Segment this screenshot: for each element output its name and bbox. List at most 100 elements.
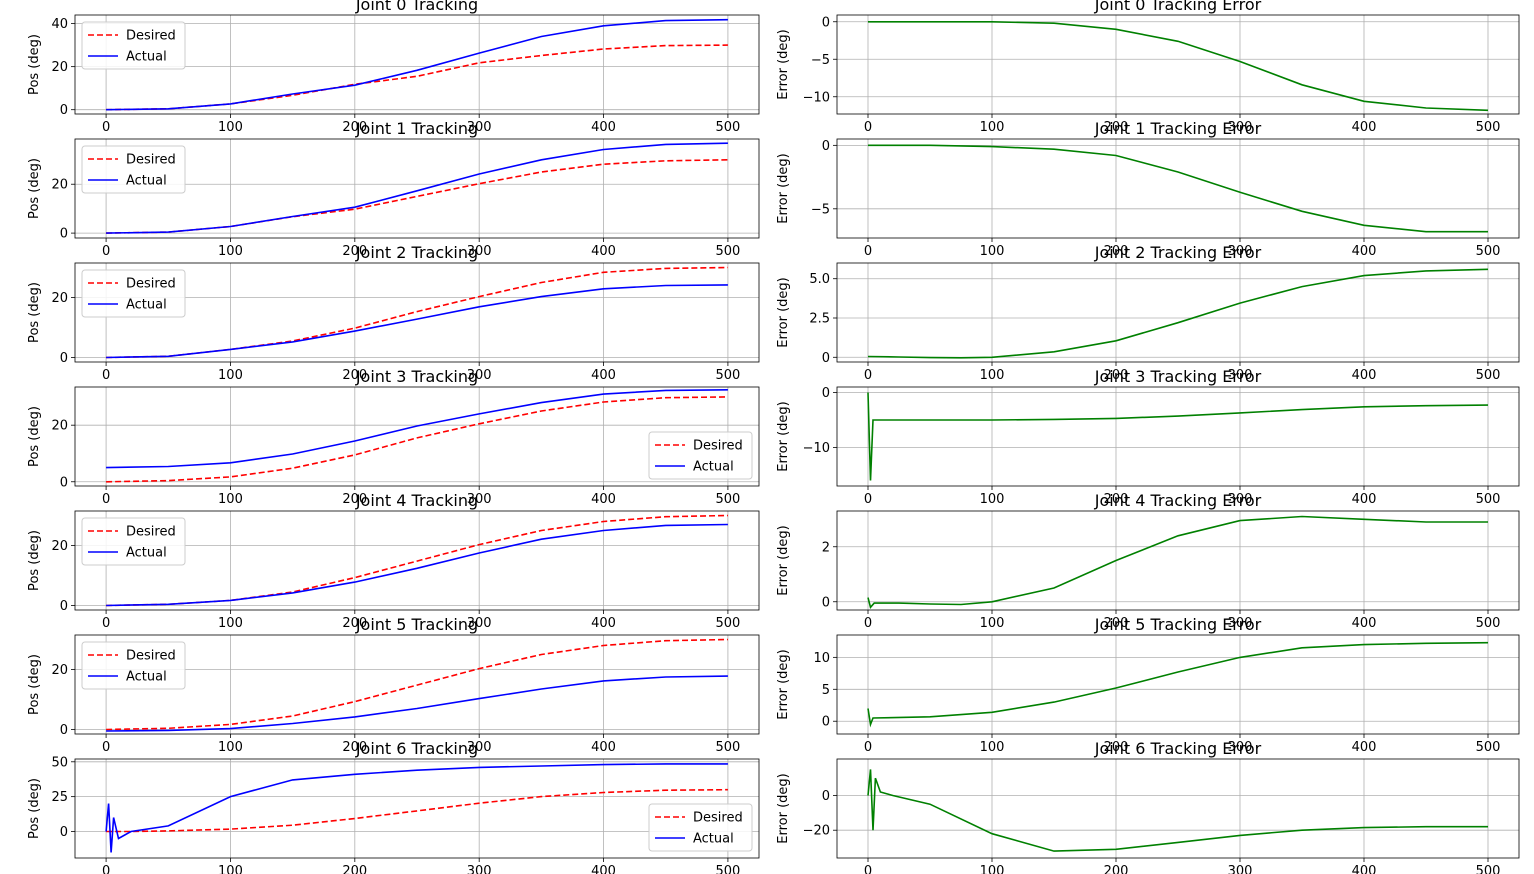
y-tick-label: 50 [51,755,68,770]
x-tick-label: 100 [980,740,1005,755]
y-tick-label: 20 [51,60,68,75]
y-axis-label: Error (deg) [776,277,791,347]
y-axis-label: Pos (deg) [27,654,42,715]
x-tick-label: 100 [980,244,1005,259]
x-tick-label: 500 [715,120,740,135]
y-tick-label: 20 [51,419,68,434]
x-tick-label: 300 [467,244,492,259]
x-tick-label: 100 [980,120,1005,135]
legend-box [81,641,186,690]
y-axis-label: Error (deg) [776,401,791,471]
x-tick-label: 400 [591,740,616,755]
x-tick-label: 500 [715,740,740,755]
y-tick-label: 0 [822,595,830,610]
series-line-desired [106,266,728,359]
y-tick-label: 0 [822,15,830,30]
axes-frame [836,14,1520,115]
y-axis-label: Pos (deg) [27,406,42,467]
x-tick-label: 200 [1104,492,1129,507]
x-tick-label: 400 [1352,492,1377,507]
x-tick-label: 500 [1476,616,1501,631]
y-tick-label: 5 [822,683,830,698]
axes-frame [836,386,1520,487]
subplot-title: Joint 6 Tracking [355,739,478,758]
series-line-error [867,769,1488,852]
series-line-desired [106,159,728,234]
x-tick-label: 500 [1476,244,1501,259]
x-tick-label: 300 [1228,740,1253,755]
series-line-actual [106,284,728,359]
legend-label-actual: Actual [126,174,167,189]
x-tick-label: 400 [1352,244,1377,259]
legend-label-desired: Desired [126,153,176,168]
x-tick-label: 100 [980,368,1005,383]
y-tick-label: −10 [803,441,830,456]
x-tick-label: 300 [1228,616,1253,631]
series-line-error [868,20,1489,112]
x-tick-label: 500 [1476,740,1501,755]
x-tick-label: 200 [342,120,367,135]
y-tick-label: 0 [60,227,68,242]
legend-box [81,517,186,566]
subplot-tracking-2: 0 100 200 300 400 500 0 20 Pos (deg) Joint 2 Trac… [27,243,760,383]
series-line-actual [106,142,728,234]
y-axis-label: Pos (deg) [27,530,42,591]
subplot-error-1: 0 100 200 300 400 500 0 −5 Error (deg) Joint 1 Tr… [776,119,1520,259]
axes-frame [74,14,760,115]
y-axis-label: Pos (deg) [27,158,42,219]
legend-box [81,21,186,70]
y-tick-label: 5.0 [809,272,830,287]
y-axis-label: Error (deg) [776,29,791,99]
x-tick-label: 500 [715,864,740,874]
x-tick-label: 200 [342,368,367,383]
grid [837,15,1519,114]
subplot-title: Joint 6 Tracking Error [1094,739,1262,758]
series-line-desired [106,514,728,607]
legend-label-desired: Desired [693,811,743,826]
y-tick-label: 20 [51,539,68,554]
y-tick-label: −20 [803,824,830,839]
y-tick-label: 20 [51,663,68,678]
y-axis-label: Error (deg) [776,773,791,843]
x-tick-label: 400 [1352,368,1377,383]
series-line-desired [106,788,728,833]
subplot-title: Joint 5 Tracking Error [1094,615,1262,634]
x-tick-label: 100 [980,864,1005,874]
series-line-desired [106,638,728,731]
x-tick-label: 300 [467,492,492,507]
x-tick-label: 500 [1476,492,1501,507]
y-tick-label: 0 [60,599,68,614]
subplot-error-6: 0 100 200 300 400 500 0 −20 Error (deg) Joint 6 T… [776,739,1520,874]
legend-label-desired: Desired [126,649,176,664]
x-tick-label: 0 [102,616,110,631]
subplot-title: Joint 5 Tracking [355,615,478,634]
series-line-error [868,144,1488,233]
legend-box [648,431,753,480]
x-tick-label: 500 [1476,864,1501,874]
subplot-title: Joint 2 Tracking Error [1094,243,1262,262]
x-tick-label: 300 [467,368,492,383]
legend-label-actual: Actual [126,670,167,685]
y-tick-label: 40 [51,17,68,32]
axes-frame [74,138,760,239]
legend: Desired Actual [81,641,186,690]
subplot-tracking-5: 0 100 200 300 400 500 0 20 Pos (deg) Joint 5 Trac… [27,615,760,755]
axes-frame [74,510,760,611]
legend-label-actual: Actual [693,460,734,475]
x-tick-label: 300 [467,120,492,135]
x-tick-label: 200 [1104,864,1129,874]
x-tick-label: 100 [218,368,243,383]
subplot-title: Joint 1 Tracking Error [1094,119,1262,138]
x-tick-label: 300 [467,740,492,755]
axes-frame [74,262,760,363]
series-line-actual [106,18,728,111]
series-line-desired [106,396,728,483]
legend-label-actual: Actual [693,832,734,847]
axes-frame [836,510,1520,611]
axes-frame [836,758,1520,859]
x-tick-label: 300 [467,616,492,631]
y-tick-label: 0 [822,386,830,401]
x-tick-label: 300 [1228,368,1253,383]
grid [837,387,1519,486]
